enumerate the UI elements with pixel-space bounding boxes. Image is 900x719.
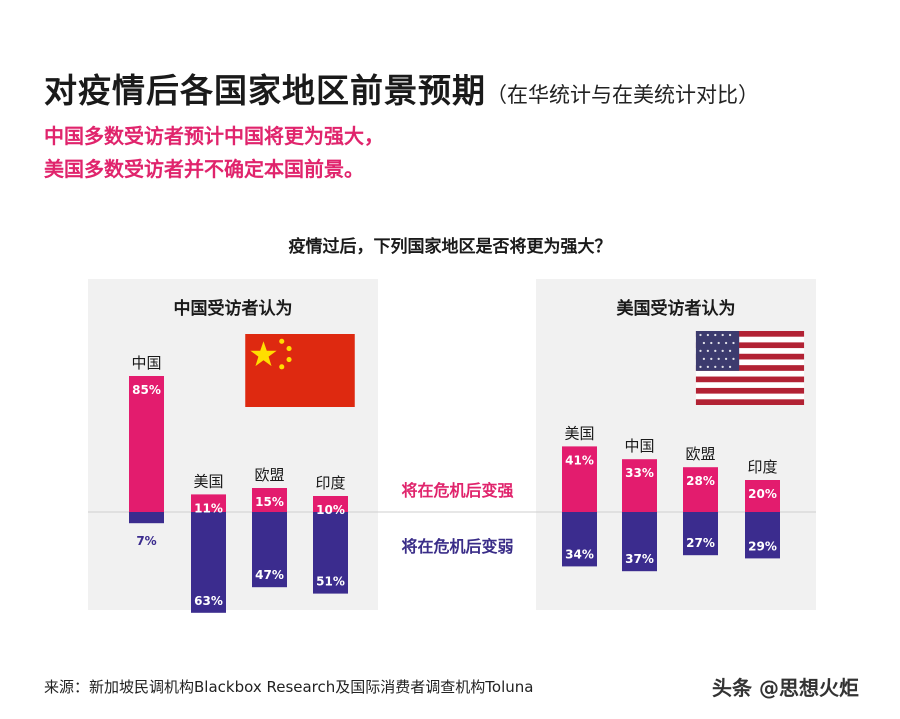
legend-weaker: 将在危机后变弱 [401, 537, 514, 556]
bar-weaker [313, 512, 348, 594]
source-note: 来源：新加坡民调机构Blackbox Research及国际消费者调查机构Tol… [44, 678, 534, 696]
china-flag-icon [245, 334, 355, 407]
subtitle-line-1: 中国多数受访者预计中国将更为强大， [44, 124, 384, 148]
title-main: 对疫情后各国家地区前景预期 [44, 71, 486, 110]
china-panel-title: 中国受访者认为 [173, 299, 293, 319]
chart-question: 疫情过后，下列国家地区是否将更为强大？ [288, 237, 612, 257]
category-label: 欧盟 [685, 445, 715, 463]
category-label: 印度 [747, 458, 777, 476]
category-label: 中国 [131, 354, 161, 372]
label-stronger: 10% [316, 503, 345, 517]
label-weaker: 7% [136, 534, 156, 548]
bar-stronger [252, 488, 287, 512]
bar-weaker [683, 512, 718, 556]
label-weaker: 51% [316, 575, 345, 589]
category-label: 印度 [315, 474, 345, 492]
us-panel-title: 美国受访者认为 [616, 299, 736, 319]
bar-weaker [562, 512, 597, 567]
label-stronger: 20% [748, 487, 777, 501]
bar-stronger [622, 459, 657, 512]
label-stronger: 15% [255, 495, 284, 509]
bar-weaker [745, 512, 780, 559]
category-label: 欧盟 [254, 466, 284, 484]
legend-stronger: 将在危机后变强 [401, 481, 514, 500]
title-sub: （在华统计与在美统计对比） [486, 83, 759, 107]
label-weaker: 37% [625, 552, 654, 566]
category-label: 中国 [624, 437, 654, 455]
bar-weaker [129, 512, 164, 524]
watermark: 头条 @思想火炬 [712, 676, 859, 700]
label-stronger: 85% [132, 383, 161, 397]
label-weaker: 63% [194, 594, 223, 608]
bar-stronger [313, 496, 348, 512]
label-weaker: 27% [686, 536, 715, 550]
label-weaker: 29% [748, 539, 777, 553]
label-stronger: 11% [194, 501, 223, 515]
label-weaker: 34% [565, 547, 594, 561]
bar-stronger [129, 376, 164, 512]
subtitle-line-2: 美国多数受访者并不确定本国前景。 [44, 157, 364, 181]
bar-stronger [745, 480, 780, 512]
category-label: 美国 [193, 472, 223, 490]
label-stronger: 41% [565, 453, 594, 467]
bar-weaker [191, 512, 226, 613]
label-stronger: 33% [625, 466, 654, 480]
bar-stronger [683, 467, 718, 512]
label-weaker: 47% [255, 568, 284, 582]
bar-weaker [252, 512, 287, 588]
category-label: 美国 [564, 424, 594, 442]
us-flag-icon [695, 331, 805, 405]
page-title: 对疫情后各国家地区前景预期（在华统计与在美统计对比） [44, 64, 759, 112]
bar-stronger [191, 494, 226, 512]
bar-stronger [562, 446, 597, 512]
label-stronger: 28% [686, 474, 715, 488]
bar-weaker [622, 512, 657, 572]
